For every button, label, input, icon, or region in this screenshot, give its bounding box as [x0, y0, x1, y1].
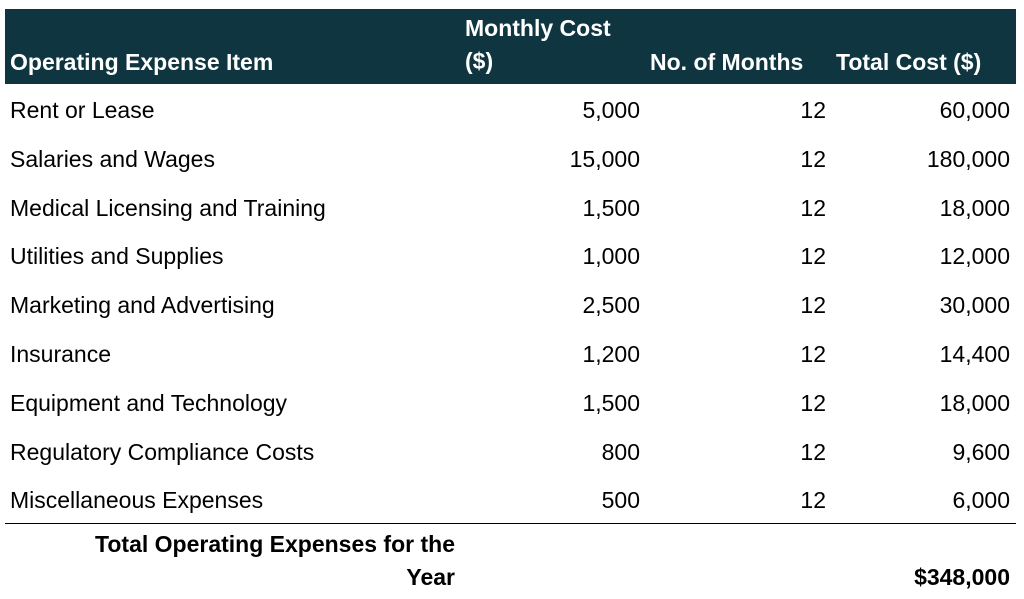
cell-item: Regulatory Compliance Costs — [10, 438, 315, 465]
total-value: $348,000 — [914, 564, 1010, 591]
cell-total-cost: 6,000 — [952, 487, 1010, 514]
operating-expenses-table: Operating Expense Item Monthly Cost ($) … — [5, 9, 1016, 594]
cell-total-cost: 60,000 — [939, 97, 1010, 123]
cell-monthly-cost: 5,000 — [582, 97, 640, 123]
total-label-line2: Year — [406, 564, 455, 591]
cell-months: 12 — [800, 292, 826, 319]
header-monthly-cost-line1: Monthly Cost — [465, 15, 611, 41]
cell-monthly-cost: 15,000 — [569, 145, 640, 172]
cell-item: Salaries and Wages — [10, 145, 215, 172]
cell-item: Miscellaneous Expenses — [10, 487, 264, 514]
cell-months: 12 — [800, 97, 826, 123]
cell-monthly-cost: 1,200 — [582, 340, 640, 367]
cell-total-cost: 180,000 — [926, 145, 1010, 172]
table-row: Equipment and Technology 1,500 12 18,000 — [5, 377, 1016, 426]
cell-item: Marketing and Advertising — [10, 292, 275, 319]
cell-months: 12 — [800, 487, 826, 514]
table-row: Rent or Lease 5,000 12 60,000 — [5, 84, 1016, 133]
cell-total-cost: 18,000 — [939, 194, 1010, 221]
table-row: Insurance 1,200 12 14,400 — [5, 328, 1016, 377]
table-body: Rent or Lease 5,000 12 60,000 Salaries a… — [5, 84, 1016, 523]
total-row: Total Operating Expenses for the Year $3… — [5, 524, 1016, 594]
cell-months: 12 — [800, 340, 826, 367]
cell-months: 12 — [800, 194, 826, 221]
header-item: Operating Expense Item — [10, 49, 274, 75]
table-row: Salaries and Wages 15,000 12 180,000 — [5, 133, 1016, 182]
table-row: Marketing and Advertising 2,500 12 30,00… — [5, 279, 1016, 328]
cell-total-cost: 30,000 — [939, 292, 1010, 319]
total-label: Total Operating Expenses for the Year — [35, 528, 455, 594]
header-monthly-cost: Monthly Cost ($) — [465, 12, 611, 78]
cell-item: Equipment and Technology — [10, 389, 288, 416]
cell-total-cost: 18,000 — [939, 389, 1010, 416]
cell-monthly-cost: 1,000 — [582, 243, 640, 270]
cell-total-cost: 9,600 — [952, 438, 1010, 465]
cell-monthly-cost: 500 — [601, 487, 640, 514]
cell-monthly-cost: 2,500 — [582, 292, 640, 319]
cell-months: 12 — [800, 243, 826, 270]
total-divider — [5, 523, 1016, 525]
table-row: Utilities and Supplies 1,000 12 12,000 — [5, 230, 1016, 279]
total-label-line1: Total Operating Expenses for the — [95, 531, 455, 558]
table-row: Miscellaneous Expenses 500 12 6,000 — [5, 474, 1016, 523]
table-row: Regulatory Compliance Costs 800 12 9,600 — [5, 426, 1016, 475]
cell-item: Utilities and Supplies — [10, 243, 224, 270]
cell-item: Rent or Lease — [10, 97, 155, 123]
cell-monthly-cost: 800 — [601, 438, 640, 465]
table-header: Operating Expense Item Monthly Cost ($) … — [5, 9, 1016, 84]
cell-monthly-cost: 1,500 — [582, 389, 640, 416]
header-total-cost: Total Cost ($) — [836, 49, 982, 75]
cell-months: 12 — [800, 438, 826, 465]
header-monthly-cost-line2: ($) — [465, 48, 494, 74]
cell-months: 12 — [800, 145, 826, 172]
cell-total-cost: 14,400 — [939, 340, 1010, 367]
cell-monthly-cost: 1,500 — [582, 194, 640, 221]
cell-item: Medical Licensing and Training — [10, 194, 326, 221]
cell-total-cost: 12,000 — [939, 243, 1010, 270]
cell-item: Insurance — [10, 340, 112, 367]
table-row: Medical Licensing and Training 1,500 12 … — [5, 182, 1016, 231]
header-months: No. of Months — [650, 49, 804, 75]
cell-months: 12 — [800, 389, 826, 416]
